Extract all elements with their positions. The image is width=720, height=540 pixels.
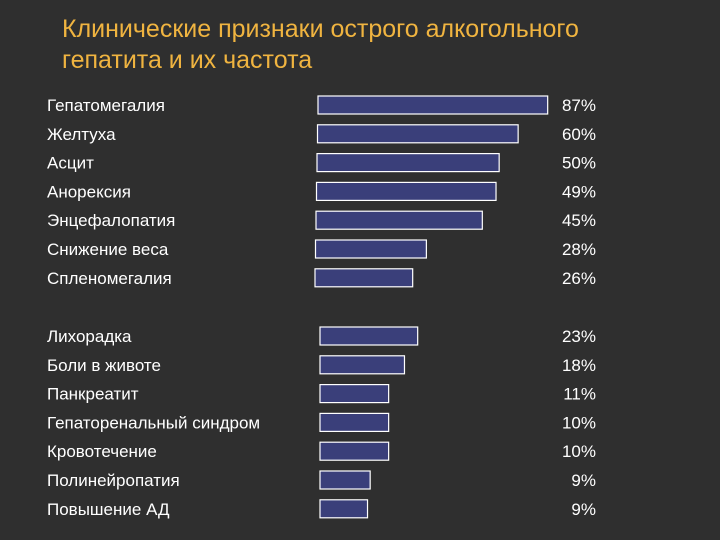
slide-title: Клинические признаки острого алкогольног…: [62, 14, 662, 76]
bar: [319, 441, 390, 461]
category-label: Спленомегалия: [47, 269, 172, 288]
value-label: 18%: [562, 356, 596, 375]
value-label: 50%: [562, 154, 596, 173]
bar: [319, 412, 390, 432]
value-label: 87%: [562, 96, 596, 115]
value-label: 10%: [562, 442, 596, 461]
value-label: 26%: [562, 269, 596, 288]
category-label: Гепатомегалия: [47, 96, 165, 115]
value-label: 28%: [562, 240, 596, 259]
bar: [316, 153, 500, 173]
value-label: 9%: [571, 471, 596, 490]
bar: [314, 268, 414, 288]
bar: [316, 124, 519, 144]
category-label: Полинейропатия: [47, 471, 180, 490]
category-label: Гепаторенальный синдром: [47, 413, 260, 432]
bar: [319, 355, 406, 375]
category-label: Повышение АД: [47, 500, 170, 519]
bar: [319, 470, 371, 490]
bar: [314, 239, 427, 259]
category-label: Кровотечение: [47, 442, 157, 461]
bar: [319, 499, 369, 519]
value-label: 23%: [562, 327, 596, 346]
category-label: Лихорадка: [47, 327, 132, 346]
value-label: 9%: [571, 500, 596, 519]
bar: [319, 326, 419, 346]
bar: [317, 95, 549, 115]
value-label: 10%: [562, 413, 596, 432]
category-label: Желтуха: [47, 125, 116, 144]
category-label: Панкреатит: [47, 385, 139, 404]
bar: [315, 181, 497, 201]
bar: [319, 384, 390, 404]
category-label: Асцит: [47, 154, 94, 173]
slide-title-line-1: Клинические признаки острого алкогольног…: [62, 15, 579, 43]
value-label: 49%: [562, 182, 596, 201]
category-label: Энцефалопатия: [47, 211, 175, 230]
value-label: 11%: [563, 385, 596, 404]
category-label: Снижение веса: [47, 240, 169, 259]
bar: [315, 210, 483, 230]
value-label: 60%: [562, 125, 596, 144]
slide-title-line-2: гепатита и их частота: [62, 46, 313, 74]
category-label: Анорексия: [47, 182, 131, 201]
category-label: Боли в животе: [47, 356, 161, 375]
value-label: 45%: [562, 211, 596, 230]
